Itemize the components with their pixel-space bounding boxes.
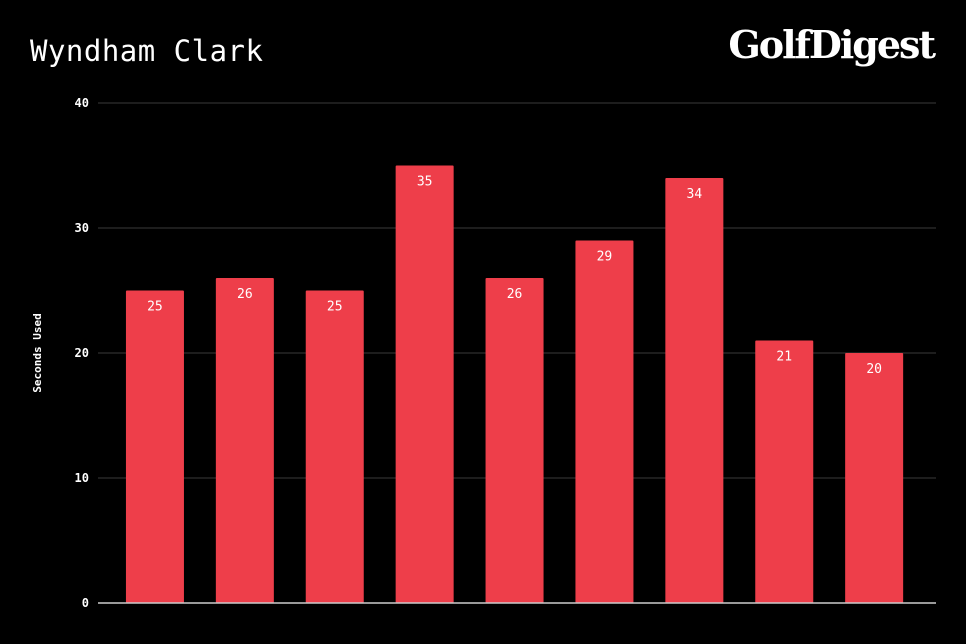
y-tick-label: 20: [75, 346, 89, 360]
axes: 0 10 20 30 40: [75, 96, 936, 610]
data-label: 20: [866, 362, 882, 377]
data-label: 25: [327, 300, 343, 315]
data-label: 26: [507, 287, 523, 302]
y-tick-label: 10: [75, 471, 89, 485]
bars: [125, 165, 904, 603]
bar: [845, 353, 904, 603]
y-tick-label: 30: [75, 221, 89, 235]
data-label: 21: [776, 350, 792, 365]
data-label: 35: [417, 175, 433, 190]
bar: [125, 290, 184, 603]
data-labels: 25 26 25 35 26 29 34 21 20: [147, 175, 882, 378]
data-label: 29: [597, 250, 613, 265]
bar: [215, 278, 274, 603]
chart-title: Wyndham Clark: [30, 34, 264, 68]
y-tick-label: 40: [75, 96, 89, 110]
golf-digest-logo: GolfDigest: [728, 22, 936, 67]
data-label: 34: [687, 187, 703, 202]
bar: [575, 240, 634, 603]
y-axis-title: Seconds Used: [31, 313, 44, 392]
data-label: 26: [237, 287, 253, 302]
bar: [485, 278, 544, 603]
y-tick-label: 0: [82, 596, 89, 610]
bar: [755, 340, 814, 603]
bar: [305, 290, 364, 603]
data-label: 25: [147, 300, 163, 315]
bar: [665, 178, 724, 603]
bar: [395, 165, 454, 603]
